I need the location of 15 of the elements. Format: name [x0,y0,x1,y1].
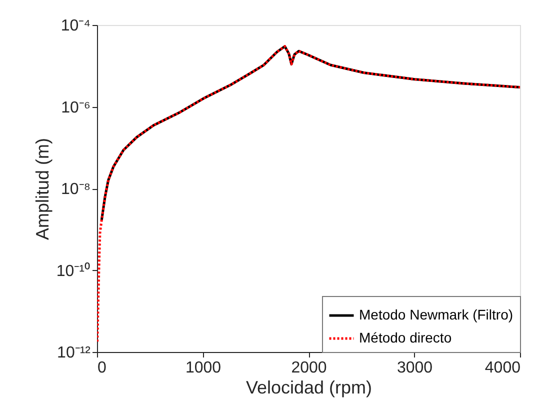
legend-label: Metodo Newmark (Filtro) [359,306,514,322]
y-axis-title: Amplitud (m) [32,138,52,240]
y-tick-label: 10⁻⁶ [61,99,90,116]
y-tick-label: 10⁻⁸ [60,181,90,198]
line-series [97,45,520,343]
x-tick-label: 2000 [291,360,327,376]
x-tick-label: 4000 [484,360,521,376]
y-tick-label: 10⁻¹² [57,344,92,362]
x-axis-title: Velocidad (rpm) [246,378,372,398]
x-tick-label: 0 [98,360,106,376]
y-tick-label: 10⁻¹⁰ [56,262,90,280]
x-tick-label: 3000 [396,360,433,376]
legend-label: Método directo [359,330,452,346]
x-tick-label: 1000 [185,360,222,376]
y-tick-label: 10⁻⁴ [60,18,91,34]
